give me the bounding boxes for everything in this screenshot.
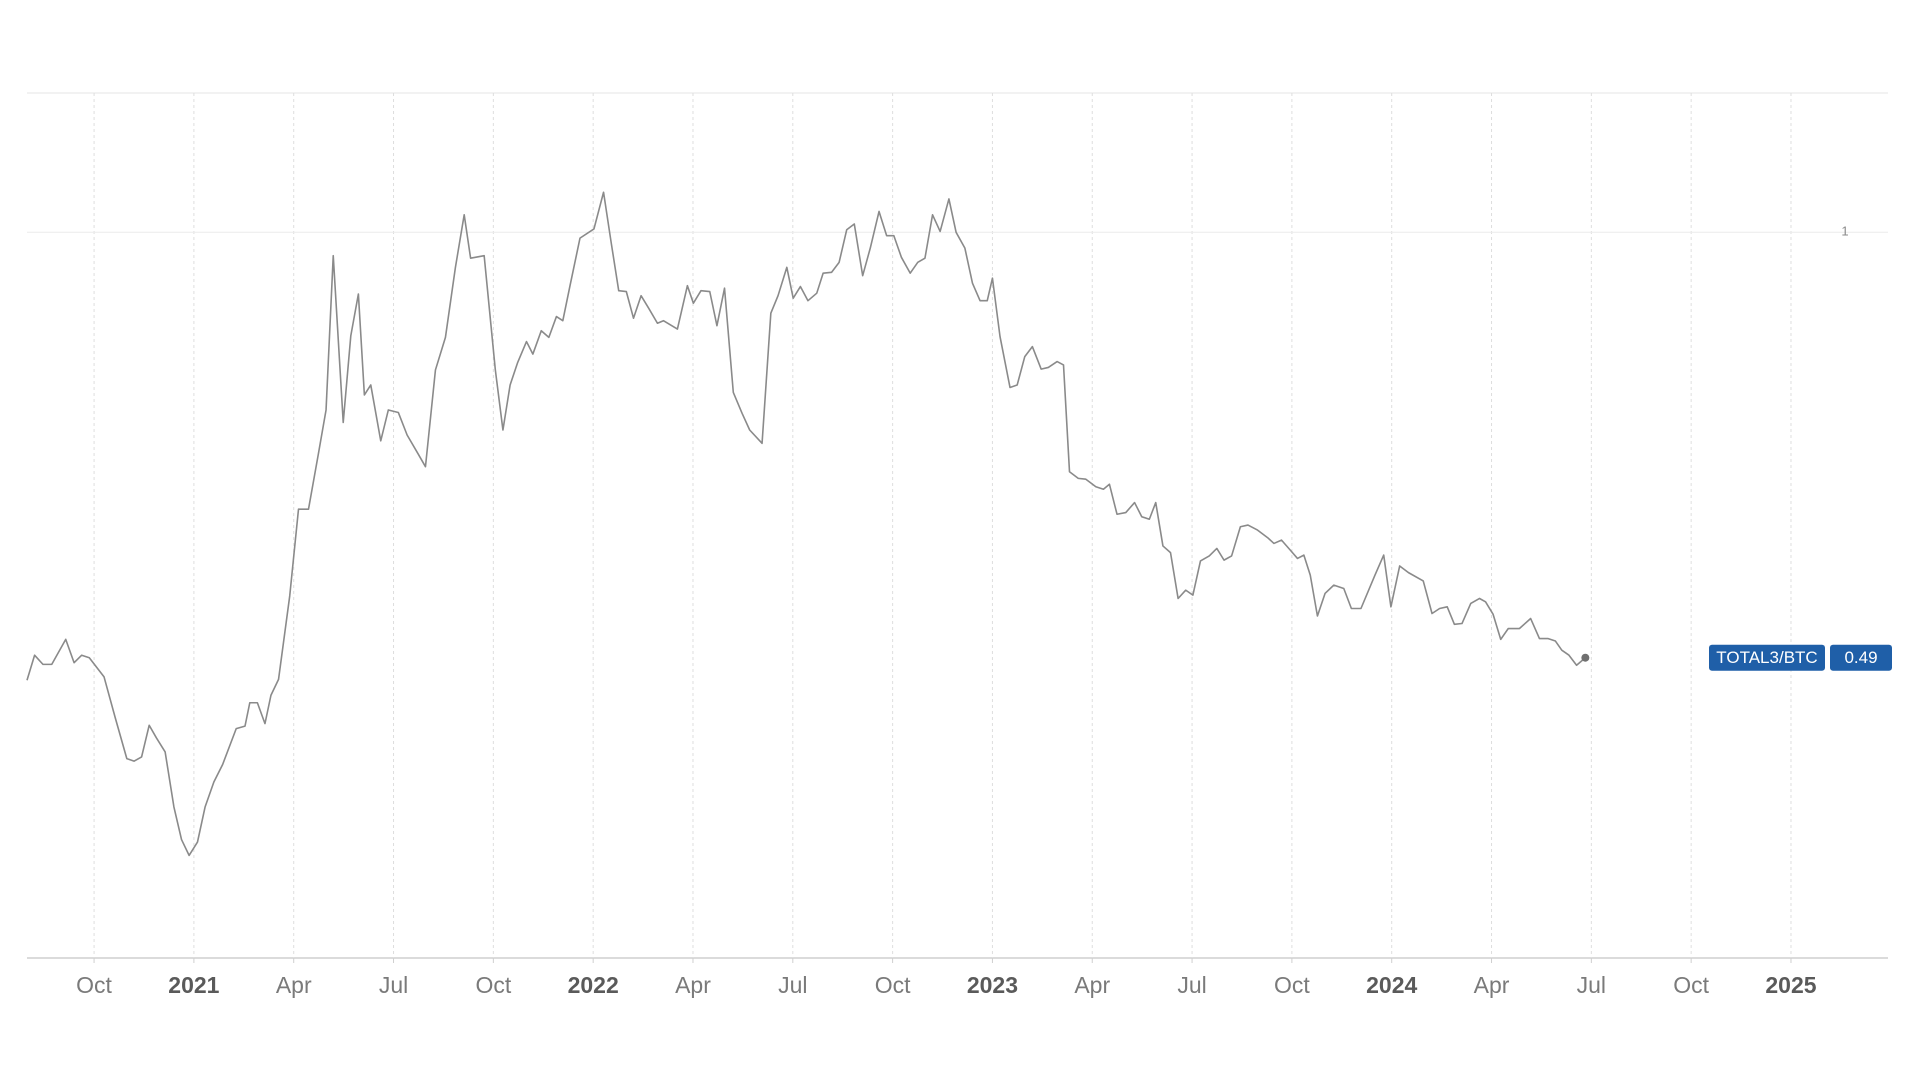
x-tick-label: 2024 (1366, 972, 1417, 998)
x-tick-label: Jul (1177, 972, 1206, 998)
x-tick-label: Oct (475, 972, 511, 998)
x-tick-label: Oct (1274, 972, 1310, 998)
x-tick-label: Oct (875, 972, 911, 998)
x-tick-label: 2025 (1765, 972, 1816, 998)
x-tick-label: Jul (379, 972, 408, 998)
badge-name: TOTAL3/BTC (1716, 648, 1817, 667)
x-tick-label: Apr (1474, 972, 1510, 998)
series-line (26, 191, 1586, 857)
x-tick-label: Apr (276, 972, 312, 998)
x-tick-label: Oct (1673, 972, 1709, 998)
badge-value-box (1830, 644, 1892, 671)
x-tick-label: Oct (76, 972, 112, 998)
x-tick-label: 2021 (168, 972, 219, 998)
x-tick-label: 2022 (568, 972, 619, 998)
x-tick-label: Apr (675, 972, 711, 998)
x-tick-label: 2023 (967, 972, 1018, 998)
x-tick-label: Jul (1577, 972, 1606, 998)
badge-name-box (1709, 644, 1825, 671)
last-point (1581, 653, 1590, 662)
x-tick-label: Jul (778, 972, 807, 998)
badge-value: 0.49 (1844, 648, 1877, 667)
y-tick-label: 1 (1841, 224, 1848, 239)
x-tick-label: Apr (1074, 972, 1110, 998)
